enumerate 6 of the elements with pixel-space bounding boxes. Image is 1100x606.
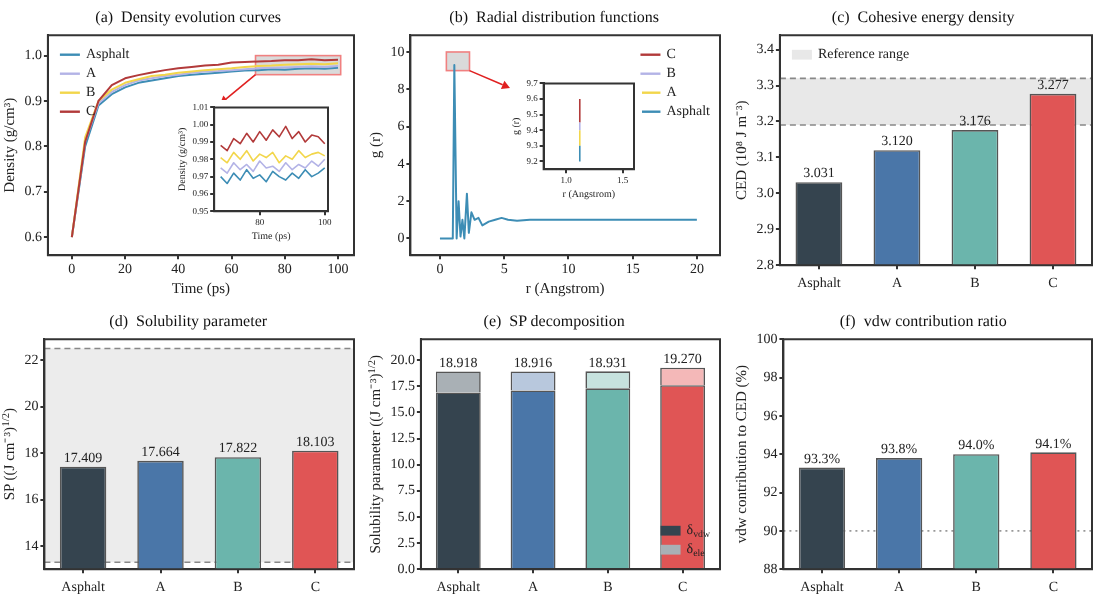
chart-title: (a) Density evolution curves <box>95 7 282 26</box>
chart-title: (b) Radial distribution functions <box>449 7 660 26</box>
chart-title: (d) Solubility parameter <box>109 311 268 330</box>
chart-title: (c) Cohesive energy density <box>831 7 1015 26</box>
chart-title: (f) vdw contribution ratio <box>839 311 1007 330</box>
chart-title: (e) SP decomposition <box>483 311 625 330</box>
